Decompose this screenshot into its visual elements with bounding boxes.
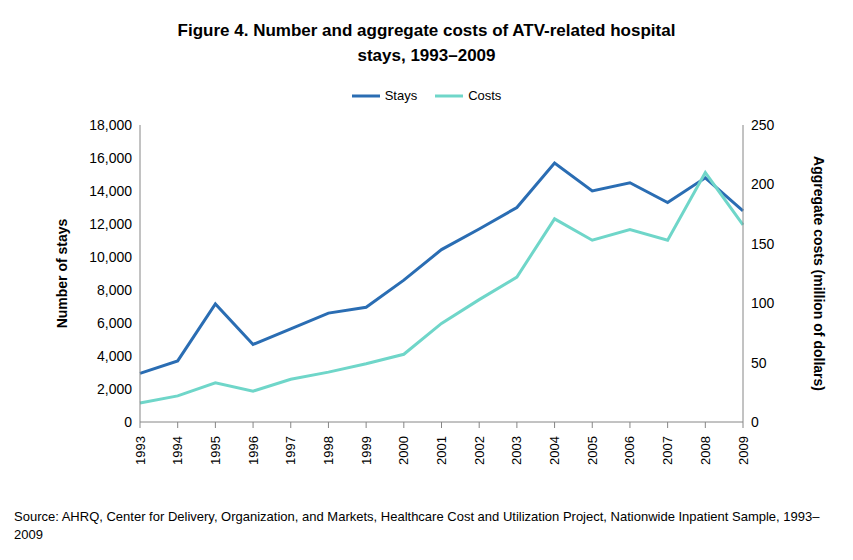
svg-text:0: 0 — [751, 414, 759, 430]
html-text:Costs: Costs — [468, 88, 502, 103]
svg-text:100: 100 — [751, 295, 775, 311]
svg-text:2008: 2008 — [698, 436, 713, 465]
svg-text:2006: 2006 — [622, 436, 637, 465]
svg-text:1998: 1998 — [321, 436, 336, 465]
svg-text:1993: 1993 — [133, 436, 148, 465]
svg-text:1997: 1997 — [283, 436, 298, 465]
svg-text:2004: 2004 — [547, 436, 562, 465]
svg-text:4,000: 4,000 — [97, 348, 132, 364]
svg-text:8,000: 8,000 — [97, 282, 132, 298]
html-text:Source: AHRQ, Center for Deliv: Source: AHRQ, Center for Delivery, Organ… — [14, 509, 820, 542]
svg-text:2009: 2009 — [736, 436, 751, 465]
html-text:Stays: Stays — [384, 88, 418, 103]
svg-text:2000: 2000 — [396, 436, 411, 465]
svg-text:14,000: 14,000 — [89, 183, 132, 199]
svg-text:50: 50 — [751, 355, 767, 371]
svg-text:250: 250 — [751, 117, 775, 133]
svg-text:1996: 1996 — [246, 436, 261, 465]
svg-text:16,000: 16,000 — [89, 150, 132, 166]
svg-text:2,000: 2,000 — [97, 381, 132, 397]
svg-text:1995: 1995 — [208, 436, 223, 465]
svg-text:1994: 1994 — [170, 436, 185, 465]
svg-text:2001: 2001 — [434, 436, 449, 465]
svg-text:150: 150 — [751, 236, 775, 252]
svg-text:1999: 1999 — [359, 436, 374, 465]
svg-text:2007: 2007 — [660, 436, 675, 465]
svg-text:12,000: 12,000 — [89, 216, 132, 232]
svg-text:2005: 2005 — [585, 436, 600, 465]
svg-text:Number of stays: Number of stays — [54, 218, 70, 328]
svg-text:0: 0 — [124, 414, 132, 430]
svg-text:200: 200 — [751, 176, 775, 192]
svg-text:2002: 2002 — [472, 436, 487, 465]
svg-text:6,000: 6,000 — [97, 315, 132, 331]
svg-text:10,000: 10,000 — [89, 249, 132, 265]
html-text:Figure 4. Number and aggregate: Figure 4. Number and aggregate costs of … — [177, 21, 676, 65]
svg-text:18,000: 18,000 — [89, 117, 132, 133]
svg-text:Aggregate costs (million of do: Aggregate costs (million of dollars) — [811, 156, 827, 391]
svg-text:2003: 2003 — [509, 436, 524, 465]
